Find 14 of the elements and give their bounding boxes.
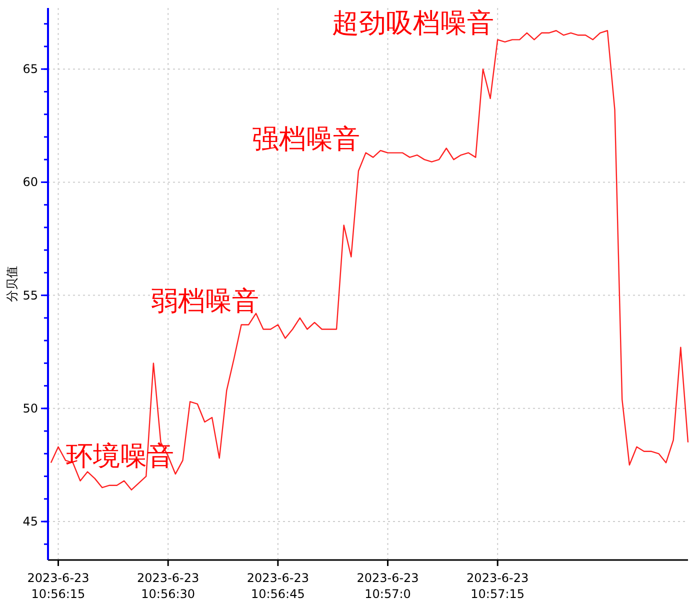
annotation: 强档噪音: [252, 124, 360, 154]
annotation: 超劲吸档噪音: [332, 8, 494, 38]
y-tick-label: 65: [22, 62, 38, 76]
annotation: 弱档噪音: [151, 286, 259, 316]
x-tick-label: 2023-6-23 10:56:15: [27, 571, 90, 601]
x-tick-label: 2023-6-23 10:56:30: [137, 571, 200, 601]
x-tick-label: 2023-6-23 10:56:45: [246, 571, 309, 601]
y-tick-label: 50: [22, 401, 38, 416]
x-tick-label: 2023-6-23 10:57:0: [356, 571, 419, 601]
y-tick-label: 60: [22, 175, 38, 190]
x-tick-label: 2023-6-23 10:57:15: [466, 571, 529, 601]
y-tick-label: 55: [22, 288, 38, 302]
y-tick-label: 45: [22, 514, 38, 529]
y-axis-title: 分贝值: [5, 266, 19, 302]
